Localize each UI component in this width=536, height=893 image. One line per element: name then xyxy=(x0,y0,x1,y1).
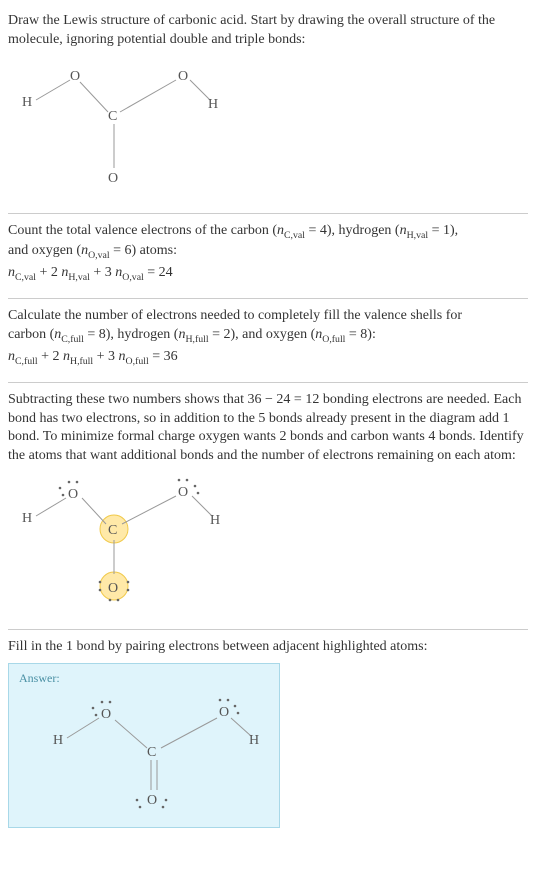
section-full: Calculate the number of electrons needed… xyxy=(8,299,528,383)
valence-text: Count the total valence electrons of the… xyxy=(8,222,528,262)
atom-H: H xyxy=(208,97,218,112)
skeleton-diagram: H O C O H O xyxy=(8,58,528,195)
answer-box: Answer: H O C O H O xyxy=(8,663,280,828)
svg-text:H: H xyxy=(53,733,63,748)
svg-text:H: H xyxy=(210,513,220,528)
atom-C: C xyxy=(108,109,117,124)
atom-O: O xyxy=(70,69,80,84)
skeleton-svg: H O C O H O xyxy=(8,58,228,188)
highlight-diagram: H O C O H O xyxy=(8,474,528,611)
section-answer: Fill in the 1 bond by pairing electrons … xyxy=(8,630,528,842)
svg-text:H: H xyxy=(249,733,259,748)
atom-O: O xyxy=(178,69,188,84)
svg-text:O: O xyxy=(101,707,111,722)
answer-svg: H O C O H O xyxy=(19,690,269,810)
section-identify: Subtracting these two numbers shows that… xyxy=(8,383,528,630)
atom-H: H xyxy=(22,95,32,110)
atom-O: O xyxy=(108,171,118,186)
section-intro: Draw the Lewis structure of carbonic aci… xyxy=(8,4,528,214)
svg-text:H: H xyxy=(22,511,32,526)
full-text: Calculate the number of electrons needed… xyxy=(8,307,528,346)
full-formula: nC,full + 2 nH,full + 3 nO,full = 36 xyxy=(8,348,528,368)
answer-label: Answer: xyxy=(19,670,269,686)
svg-text:C: C xyxy=(147,745,156,760)
valence-formula: nC,val + 2 nH,val + 3 nO,val = 24 xyxy=(8,264,528,284)
section-valence: Count the total valence electrons of the… xyxy=(8,214,528,299)
fill-text: Fill in the 1 bond by pairing electrons … xyxy=(8,638,528,657)
svg-text:O: O xyxy=(147,793,157,808)
svg-text:O: O xyxy=(219,705,229,720)
intro-text: Draw the Lewis structure of carbonic aci… xyxy=(8,12,528,50)
svg-text:C: C xyxy=(108,523,117,538)
svg-text:O: O xyxy=(68,487,78,502)
highlight-svg: H O C O H O xyxy=(8,474,238,604)
identify-text: Subtracting these two numbers shows that… xyxy=(8,391,528,467)
svg-text:O: O xyxy=(178,485,188,500)
svg-text:O: O xyxy=(108,581,118,596)
